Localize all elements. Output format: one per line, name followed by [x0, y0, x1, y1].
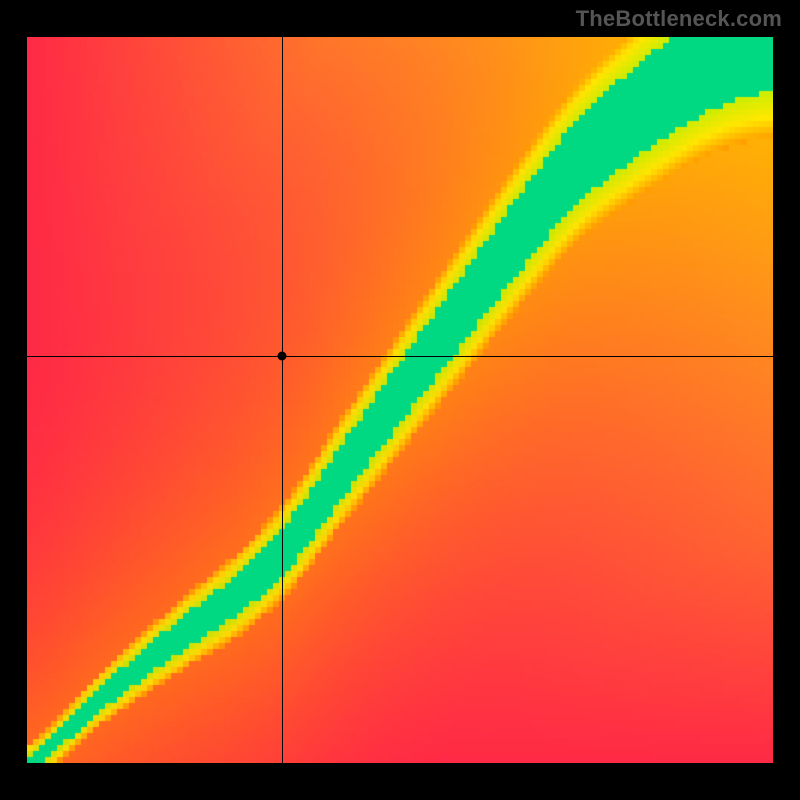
crosshair-horizontal-line	[27, 356, 773, 357]
watermark-text: TheBottleneck.com	[576, 6, 782, 32]
heatmap-canvas	[27, 37, 773, 763]
crosshair-vertical-line	[282, 37, 283, 763]
heatmap-plot	[27, 37, 773, 763]
outer-frame: TheBottleneck.com	[0, 0, 800, 800]
crosshair-marker-dot	[278, 352, 287, 361]
